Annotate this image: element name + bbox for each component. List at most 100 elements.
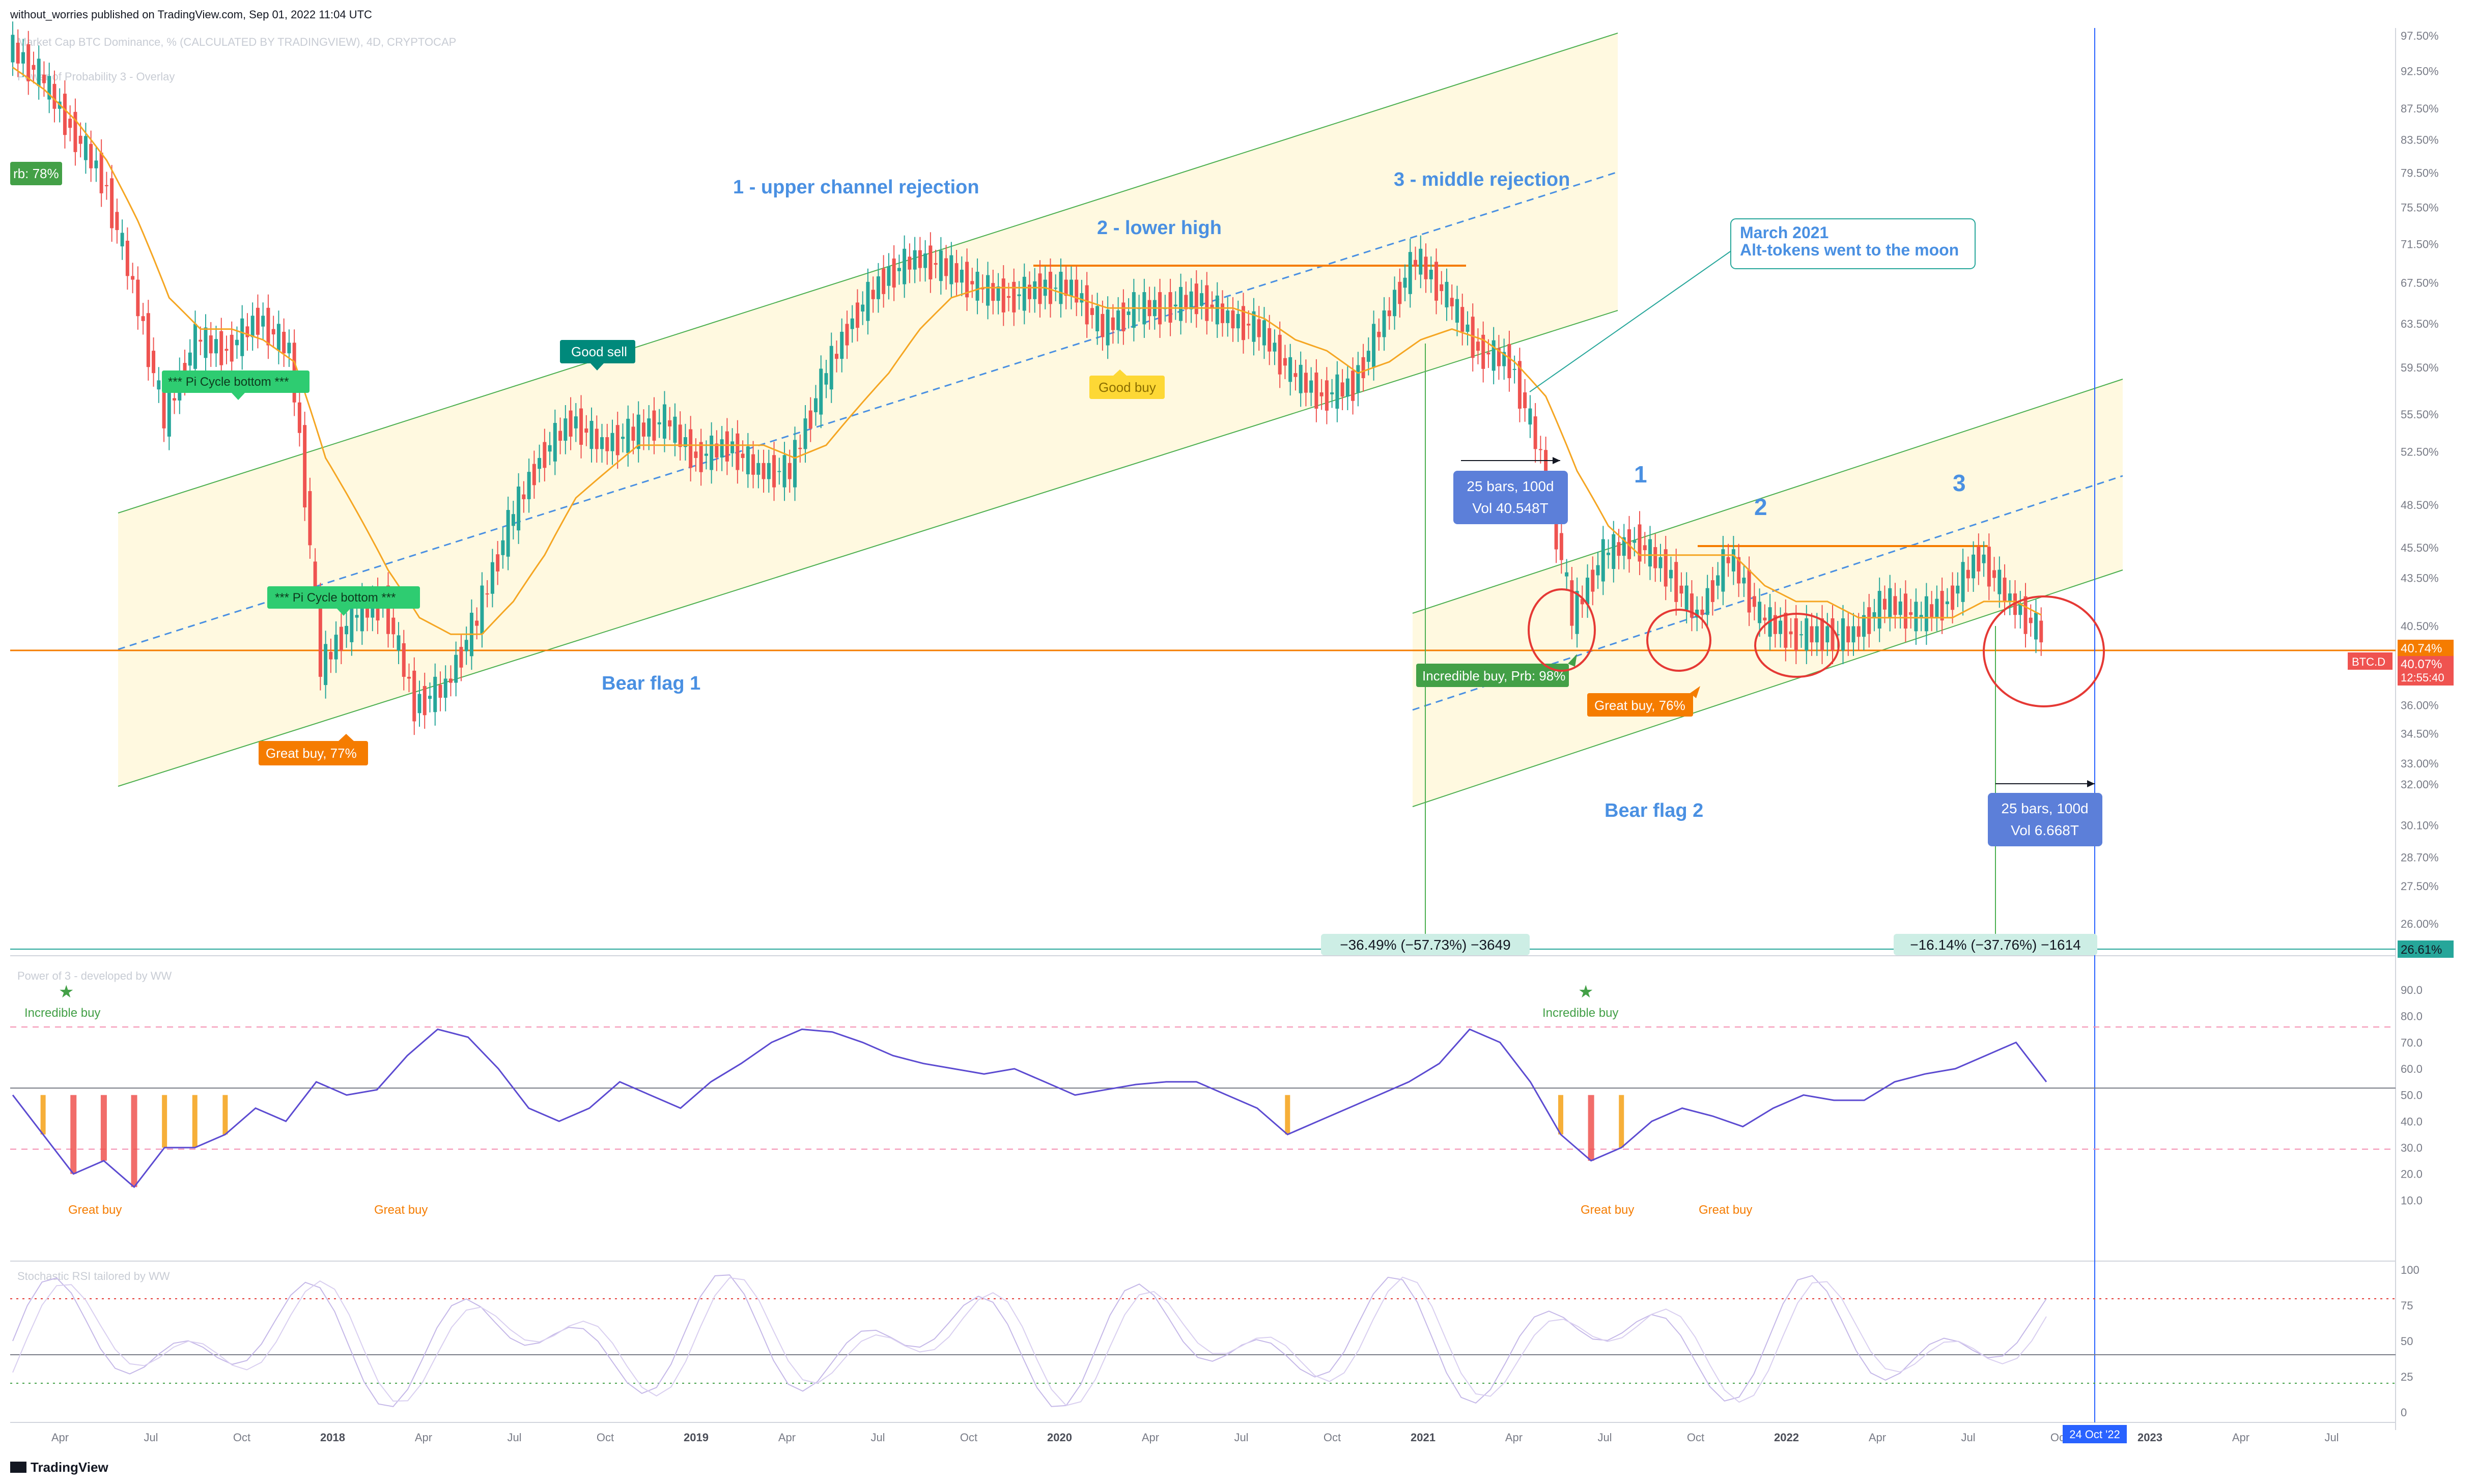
candle [235, 326, 239, 359]
signal-good-sell[interactable]: Good sell [560, 340, 635, 370]
highlight-circles [1528, 588, 2105, 707]
channel-1-mid[interactable] [118, 171, 1618, 650]
candle [1424, 243, 1428, 293]
bars-range-box-2[interactable]: 25 bars, 100d Vol 6.668T [1988, 780, 2102, 846]
signal-good-buy[interactable]: Good buy [1089, 369, 1165, 399]
circle-2[interactable] [1646, 609, 1711, 672]
channel-1-lower[interactable] [118, 310, 1618, 787]
candle [1799, 621, 1804, 648]
candle [923, 240, 927, 282]
candle [975, 258, 979, 315]
time-tick: Oct [1324, 1431, 1341, 1444]
badge-orange: 40.74% [2401, 642, 2442, 655]
pane2-histogram [40, 1095, 1624, 1187]
measure-2-label[interactable]: −16.14% (−37.76%) −1614 [1894, 934, 2097, 955]
candle [840, 318, 844, 373]
bars-range-box-1[interactable]: 25 bars, 100d Vol 40.548T [1453, 457, 1568, 524]
candle [1398, 268, 1402, 318]
pane2-great-buy-3: Great buy [1581, 1203, 1634, 1217]
candle [1789, 618, 1793, 648]
candle [1674, 549, 1678, 616]
annotation-bear-flag-1[interactable]: Bear flag 1 [602, 673, 700, 694]
tradingview-logo[interactable]: TradingView [10, 1460, 108, 1475]
cursor-date-box [2063, 1425, 2127, 1443]
annotation-bear-flag-2[interactable]: Bear flag 2 [1605, 800, 1703, 821]
channel-1[interactable] [118, 33, 1618, 787]
candle [605, 423, 609, 465]
price-tick: 33.00% [2401, 757, 2439, 770]
candle [882, 255, 886, 308]
channel-2-upper[interactable] [1412, 379, 2123, 614]
candle [1309, 367, 1313, 407]
annotation-wave-3[interactable]: 3 [1953, 470, 1966, 496]
candle [1987, 533, 1991, 601]
pane2-great-buy-4: Great buy [1699, 1203, 1752, 1217]
price-axis[interactable]: 97.50% 92.50% 87.50% 83.50% 79.50% 75.50% 71.5… [2401, 30, 2439, 930]
candle [1028, 271, 1031, 313]
measure-1-label[interactable]: −36.49% (−57.73%) −3649 [1321, 934, 1530, 955]
circle-3[interactable] [1754, 613, 1840, 678]
candle [219, 318, 223, 379]
candle [1684, 572, 1689, 623]
candle [1940, 577, 1944, 634]
candle [1414, 246, 1418, 280]
cursor-date-label: 24 Oct '22 [2069, 1428, 2120, 1441]
candle [152, 337, 156, 387]
candle [1184, 281, 1188, 323]
price-tick: 55.50% [2401, 408, 2439, 421]
signal-great-buy-76[interactable]: Great buy, 76% [1587, 686, 1700, 717]
candle [110, 165, 114, 242]
candle [1841, 605, 1845, 665]
circle-4[interactable] [1983, 595, 2105, 707]
candle [1658, 544, 1663, 582]
annotation-upper-rejection[interactable]: 1 - upper channel rejection [733, 177, 979, 198]
signal-prb-78[interactable]: rb: 78% [10, 162, 62, 185]
march-2021-callout[interactable]: March 2021 Alt-tokens went to the moon [1730, 218, 1976, 269]
signal-pi-cycle-1[interactable]: *** Pi Cycle bottom *** [162, 370, 310, 400]
candle [751, 441, 755, 489]
pane2-great-buy-2: Great buy [374, 1203, 428, 1217]
candle [1492, 327, 1496, 385]
candle [324, 631, 328, 699]
candle [2018, 591, 2022, 629]
pane3-title: Stochastic RSI tailored by WW [17, 1270, 170, 1282]
annotation-middle-rejection[interactable]: 3 - middle rejection [1394, 169, 1570, 190]
candle [787, 449, 792, 493]
candle [1033, 268, 1037, 313]
candle [1299, 351, 1303, 407]
candle [584, 415, 588, 446]
time-tick: Oct [597, 1431, 614, 1444]
circle-1[interactable] [1528, 588, 1596, 672]
candle [204, 314, 208, 372]
signal-great-buy-77[interactable]: Great buy, 77% [259, 734, 368, 765]
candle [1831, 605, 1835, 665]
annotation-wave-2[interactable]: 2 [1754, 494, 1767, 520]
candle [1059, 258, 1063, 318]
annotation-wave-1[interactable]: 1 [1634, 461, 1647, 488]
price-tick: 30.10% [2401, 819, 2439, 832]
pane3-axis[interactable]: 100 75 50 25 0 [2401, 1264, 2419, 1419]
pane3-tick: 50 [2401, 1335, 2413, 1348]
candle [1591, 556, 1595, 606]
pane2-axis[interactable]: 90.0 80.0 70.0 60.0 50.0 40.0 30.0 20.0 10.0 [2401, 984, 2423, 1207]
candle [715, 430, 719, 471]
price-tick: 45.50% [2401, 541, 2439, 554]
candle [657, 409, 661, 438]
time-axis[interactable]: Apr Jul Oct 2018 Apr Jul Oct 2019 Apr Jul Oct 2020 A… [51, 1431, 2339, 1444]
annotation-lower-high[interactable]: 2 - lower high [1097, 217, 1222, 239]
march-2021-subtitle: Alt-tokens went to the moon [1740, 241, 1959, 259]
candle [1773, 602, 1777, 648]
candle [1507, 330, 1511, 392]
candle [1466, 311, 1470, 346]
candle [1221, 290, 1225, 337]
channel-2[interactable] [1412, 379, 2123, 807]
candle [2003, 564, 2007, 615]
signal-pi-cycle-2[interactable]: *** Pi Cycle bottom *** [267, 586, 420, 616]
candle [1393, 276, 1397, 330]
signal-incredible-buy[interactable]: Incredible buy, Prb: 98% [1416, 654, 1577, 687]
candle [1586, 564, 1590, 618]
candle [762, 449, 766, 493]
candle [1429, 256, 1433, 293]
candle [1247, 310, 1251, 339]
